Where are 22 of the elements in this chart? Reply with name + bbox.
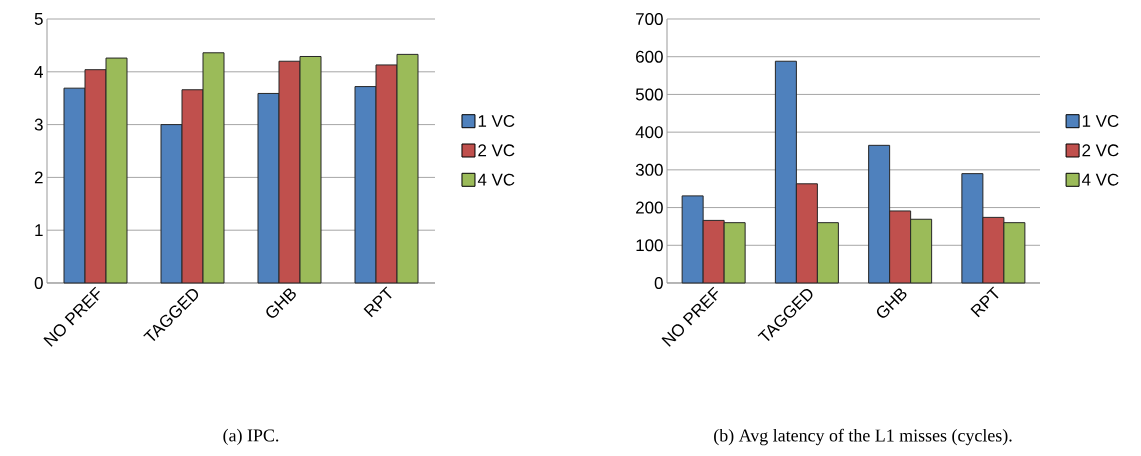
y-tick-label: 200: [636, 201, 663, 214]
y-tick-label: 500: [635, 88, 663, 101]
y-tick-label: 2: [34, 171, 43, 184]
legend-label: 4 VC: [1081, 173, 1119, 186]
text: (a) IPC.: [223, 428, 279, 446]
y-tick-label: 0: [654, 277, 663, 289]
legend-label: 2 VC: [478, 144, 515, 157]
legend-label: 4 VC: [477, 173, 515, 186]
legend-label: 1 VC: [478, 115, 515, 128]
y-tick-label: 700: [636, 13, 663, 25]
legend-label: 2 VC: [1082, 144, 1119, 157]
y-tick-label: 600: [636, 50, 663, 63]
y-tick-label: 3: [34, 118, 43, 131]
y-tick-label: 100: [636, 239, 663, 252]
y-tick-label: 4: [34, 65, 43, 78]
y-tick-label: 1: [35, 224, 43, 237]
y-tick-label: 5: [34, 13, 43, 25]
y-tick-label: 400: [635, 126, 663, 139]
y-tick-label: 300: [635, 163, 663, 176]
y-tick-label: 0: [34, 277, 43, 289]
text: (b) Avg latency of the L1 misses (cycles).: [714, 428, 1012, 446]
legend-label: 1 VC: [1082, 115, 1119, 128]
